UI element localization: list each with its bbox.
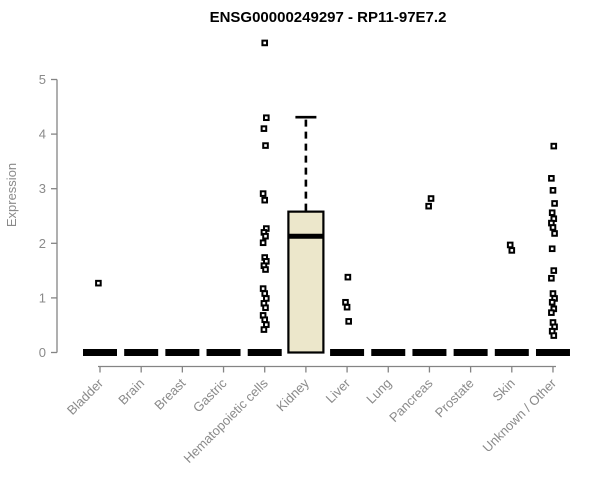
collapsed-box xyxy=(453,349,488,356)
x-tick-label: Bladder xyxy=(64,375,107,418)
outlier-point xyxy=(549,187,557,194)
outlier-point xyxy=(259,285,267,292)
outlier-point xyxy=(259,239,267,247)
outlier-point xyxy=(506,241,514,249)
collapsed-box xyxy=(494,349,529,356)
chart-title: ENSG00000249297 - RP11-97E7.2 xyxy=(210,9,447,26)
outlier-point xyxy=(550,267,558,274)
y-tick-label: 2 xyxy=(39,236,46,251)
outlier-point xyxy=(263,295,270,302)
outlier-point xyxy=(262,142,269,149)
y-axis: 0 1 2 3 4 5 xyxy=(39,72,58,360)
x-tick-label: Unknown / Other xyxy=(480,375,560,455)
outlier-point xyxy=(261,316,269,324)
x-tick-label: Skin xyxy=(489,376,517,404)
outlier-point xyxy=(427,195,435,202)
x-tick-label: Lung xyxy=(363,376,394,407)
y-tick-label: 5 xyxy=(39,72,46,87)
outlier-point xyxy=(508,247,516,254)
outlier-point xyxy=(549,224,557,231)
x-tick-label: Gastric xyxy=(190,375,230,415)
x-tick-label: Kidney xyxy=(273,375,312,414)
y-tick-label: 3 xyxy=(39,181,46,196)
outlier-point xyxy=(548,175,555,182)
outlier-point xyxy=(548,245,556,253)
outlier-point xyxy=(262,304,269,312)
outlier-point xyxy=(261,39,269,47)
collapsed-box xyxy=(535,349,570,356)
outlier-point xyxy=(259,190,267,197)
collapsed-box xyxy=(330,349,365,356)
outlier-point xyxy=(260,125,268,132)
x-tick-label: Liver xyxy=(323,375,354,406)
outlier-point xyxy=(550,142,558,150)
outlier-point xyxy=(345,318,352,325)
outlier-point xyxy=(342,298,349,306)
collapsed-box xyxy=(124,349,159,356)
boxes-layer xyxy=(83,210,570,356)
outlier-point xyxy=(261,290,269,297)
collapsed-box xyxy=(412,349,447,356)
outlier-point xyxy=(425,202,432,210)
outlier-point xyxy=(548,274,555,282)
outlier-point xyxy=(549,290,557,297)
outlier-point xyxy=(343,303,351,311)
outlier-point xyxy=(263,321,270,328)
x-tick-label: Prostate xyxy=(432,376,477,421)
outlier-point xyxy=(263,114,270,122)
y-tick-label: 1 xyxy=(39,290,46,305)
outlier-point xyxy=(551,230,558,237)
collapsed-box xyxy=(247,349,282,356)
y-tick-label: 4 xyxy=(39,127,46,142)
collapsed-box xyxy=(165,349,200,356)
outlier-point xyxy=(550,332,558,339)
outlier-point xyxy=(95,279,102,287)
outlier-point xyxy=(261,196,269,204)
outlier-point xyxy=(262,232,269,240)
box-rect xyxy=(287,210,325,354)
collapsed-box xyxy=(206,349,241,356)
outlier-point xyxy=(551,200,558,207)
outlier-points-layer xyxy=(95,39,558,339)
x-tick-label: Pancreas xyxy=(386,375,436,425)
collapsed-box xyxy=(83,349,117,356)
y-axis-label: Expression xyxy=(4,163,19,227)
collapsed-box xyxy=(371,349,406,356)
outlier-point xyxy=(548,298,556,306)
outlier-point xyxy=(262,266,269,273)
outlier-point xyxy=(548,309,555,316)
x-tick-label: Breast xyxy=(151,375,188,412)
outlier-point xyxy=(260,326,268,333)
x-tick-label: Brain xyxy=(115,376,147,408)
whiskers-layer xyxy=(295,115,317,211)
outlier-point xyxy=(344,273,352,281)
outlier-point xyxy=(548,209,556,217)
y-tick-label: 0 xyxy=(39,345,46,360)
